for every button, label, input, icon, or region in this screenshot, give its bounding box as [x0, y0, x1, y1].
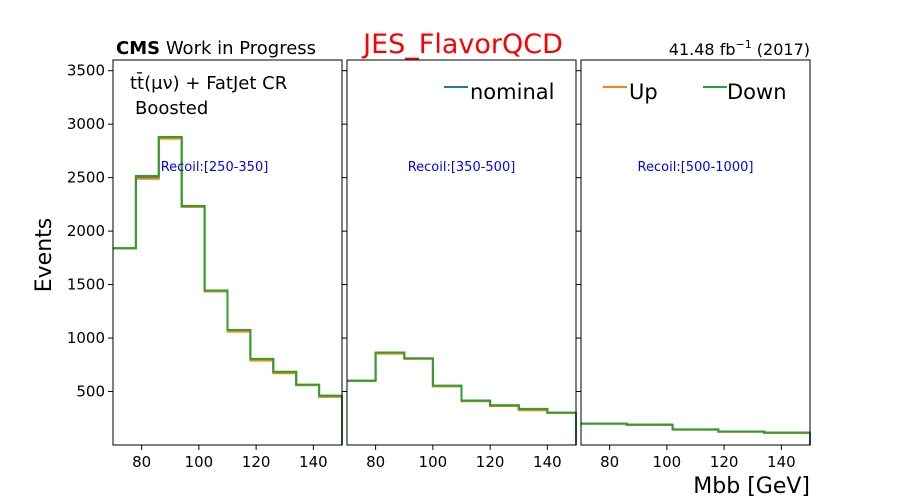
legend-down: Down	[703, 80, 787, 104]
plot-panels: 80 100 120 140 500 1000 1500 2000 2500 3000 3500 Re…	[67, 59, 811, 471]
series-up-panel-3	[581, 422, 811, 445]
panel-frame-2	[346, 59, 577, 446]
x-tick-label: 140	[533, 453, 562, 471]
panel-2: 80 100 120 140 Recoil:[350-500]	[342, 59, 577, 471]
x-tick-label: 80	[366, 453, 385, 471]
y-tick-label: 500	[76, 383, 105, 401]
recoil-label-panel-1: Recoil:[250-350]	[161, 160, 269, 175]
y-tick-label: 2500	[67, 169, 105, 187]
x-tick-label: 120	[710, 453, 739, 471]
legend-nominal: nominal	[444, 80, 554, 104]
cms-label-rest: Work in Progress	[160, 38, 316, 59]
lumi-value: 41.48 fb	[669, 40, 736, 59]
legend-up: Up	[603, 80, 658, 104]
cms-label: CMS Work in Progress	[116, 38, 316, 59]
x-tick-label: 100	[185, 453, 214, 471]
panel-3: 80 100 120 140 Recoil:[500-1000]	[576, 59, 811, 471]
y-tick-label: 1500	[67, 276, 105, 294]
legend-nominal-label: nominal	[470, 80, 554, 104]
legend-down-label: Down	[727, 80, 787, 104]
y-axis-label: Events	[32, 218, 57, 293]
y-tick-label: 2000	[67, 222, 105, 240]
y-tick-label: 3500	[67, 62, 105, 80]
cms-label-bold: CMS	[116, 38, 160, 59]
y-tick-label: 1000	[67, 329, 105, 347]
lumi-label: 41.48 fb−1 (2017)	[669, 38, 810, 59]
legend-up-label: Up	[629, 80, 658, 104]
x-tick-label: 140	[767, 453, 796, 471]
x-tick-label: 140	[299, 453, 328, 471]
x-tick-label: 80	[132, 453, 151, 471]
panel-frame-3	[580, 59, 811, 446]
series-down-panel-2	[347, 351, 577, 445]
chart-title: JES_FlavorQCD	[361, 29, 563, 60]
series-down-panel-1	[113, 136, 343, 445]
x-tick-label: 120	[476, 453, 505, 471]
x-tick-label: 100	[419, 453, 448, 471]
recoil-label-panel-2: Recoil:[350-500]	[408, 160, 516, 175]
region-sublabel: Boosted	[135, 98, 208, 119]
y-tick-label: 3000	[67, 115, 105, 133]
recoil-label-panel-3: Recoil:[500-1000]	[638, 160, 754, 175]
series-nominal-panel-3	[581, 422, 811, 445]
panel-1: 80 100 120 140 500 1000 1500 2000 2500 3000 3500 Re…	[67, 59, 343, 471]
region-label: tt̄(μν) + FatJet CR	[130, 72, 287, 94]
series-down-panel-3	[581, 422, 811, 445]
panel-frame-1	[112, 59, 343, 446]
x-tick-label: 100	[653, 453, 682, 471]
lumi-year: (2017)	[752, 40, 810, 59]
x-tick-label: 120	[242, 453, 271, 471]
lumi-exponent: −1	[735, 38, 751, 51]
x-tick-label: 80	[600, 453, 619, 471]
x-axis-label: Mbb [GeV]	[693, 474, 810, 499]
